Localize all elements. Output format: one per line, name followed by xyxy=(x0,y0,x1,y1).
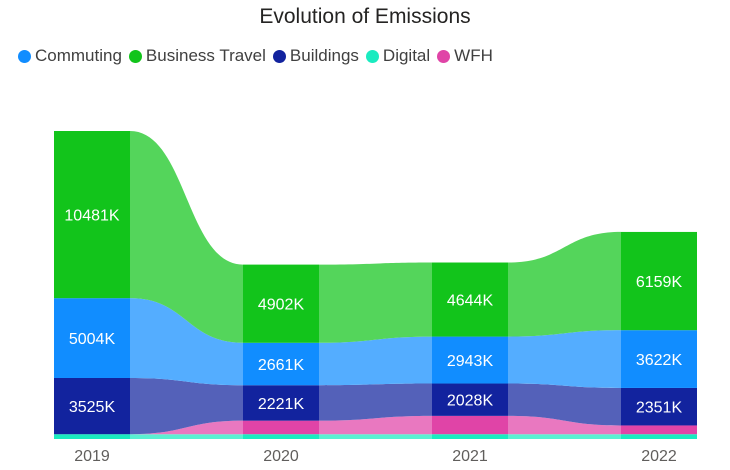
ribbon-digital xyxy=(130,434,243,439)
legend-marker xyxy=(128,49,142,63)
bar-buildings-2022 xyxy=(621,387,697,426)
ribbon-commuting xyxy=(130,298,243,386)
data-label-buildings-2019: 3525K xyxy=(69,399,116,416)
bar-wfh-2021 xyxy=(432,415,508,435)
data-label-business-travel-2019: 10481K xyxy=(64,208,119,225)
chart-title: Evolution of Emissions xyxy=(259,5,471,28)
bar-commuting-2020 xyxy=(243,342,319,386)
legend-label: Digital xyxy=(382,46,431,65)
legend-item-wfh[interactable]: WFH xyxy=(437,46,493,66)
legend-marker xyxy=(365,49,379,63)
legend-item-business-travel[interactable]: Business Travel xyxy=(128,46,266,66)
ribbon-commuting xyxy=(508,330,621,388)
legend-label: Commuting xyxy=(35,46,122,65)
x-tick-label-2021: 2021 xyxy=(452,448,488,465)
bar-digital-2022 xyxy=(621,434,697,439)
bar-buildings-2020 xyxy=(243,385,319,421)
legend-label: WFH xyxy=(454,46,493,65)
data-label-business-travel-2022: 6159K xyxy=(636,274,683,291)
bar-business-travel-2021 xyxy=(432,262,508,337)
ribbon-digital xyxy=(319,434,432,439)
data-label-commuting-2019: 5004K xyxy=(69,331,116,348)
ribbon-buildings xyxy=(319,383,432,421)
ribbon-wfh xyxy=(319,415,432,435)
data-label-business-travel-2020: 4902K xyxy=(258,297,305,314)
bar-buildings-2021 xyxy=(432,383,508,416)
ribbon-buildings xyxy=(508,383,621,426)
ribbon-digital xyxy=(508,434,621,439)
legend-label: Buildings xyxy=(289,46,359,65)
legend-item-commuting[interactable]: Commuting xyxy=(18,46,122,66)
data-label-buildings-2020: 2221K xyxy=(258,396,305,413)
bar-commuting-2021 xyxy=(432,336,508,384)
ribbon-business-travel xyxy=(130,131,243,343)
bar-business-travel-2019 xyxy=(54,131,130,299)
legend-item-buildings[interactable]: Buildings xyxy=(272,46,359,66)
data-label-buildings-2021: 2028K xyxy=(447,393,494,410)
bar-wfh-2020 xyxy=(243,420,319,435)
bar-business-travel-2022 xyxy=(621,231,697,331)
legend-item-digital[interactable]: Digital xyxy=(365,46,431,66)
data-label-commuting-2020: 2661K xyxy=(258,357,305,374)
legend-label: Business Travel xyxy=(145,46,266,65)
bar-digital-2021 xyxy=(432,434,508,439)
data-label-commuting-2021: 2943K xyxy=(447,353,494,370)
bar-digital-2019 xyxy=(54,434,130,439)
x-tick-label-2020: 2020 xyxy=(263,448,299,465)
data-label-commuting-2022: 3622K xyxy=(636,352,683,369)
ribbon-business-travel xyxy=(508,231,621,337)
data-label-buildings-2022: 2351K xyxy=(636,400,683,417)
ribbon-commuting xyxy=(319,336,432,386)
ribbon-buildings xyxy=(130,377,243,435)
legend-marker xyxy=(437,49,451,63)
legend: Commuting Business Travel Buildings Digital… xyxy=(18,46,500,66)
bar-buildings-2019 xyxy=(54,377,130,435)
legend-marker xyxy=(272,49,286,63)
bar-business-travel-2020 xyxy=(243,264,319,343)
bar-digital-2020 xyxy=(243,434,319,439)
bar-commuting-2019 xyxy=(54,298,130,378)
ribbon-business-travel xyxy=(319,262,432,343)
bar-commuting-2022 xyxy=(621,330,697,388)
legend-marker xyxy=(18,49,31,63)
data-label-business-travel-2021: 4644K xyxy=(447,293,494,310)
ribbon-wfh xyxy=(508,415,621,435)
x-tick-label-2019: 2019 xyxy=(74,448,110,465)
bar-wfh-2022 xyxy=(621,425,697,435)
x-tick-label-2022: 2022 xyxy=(641,448,677,465)
